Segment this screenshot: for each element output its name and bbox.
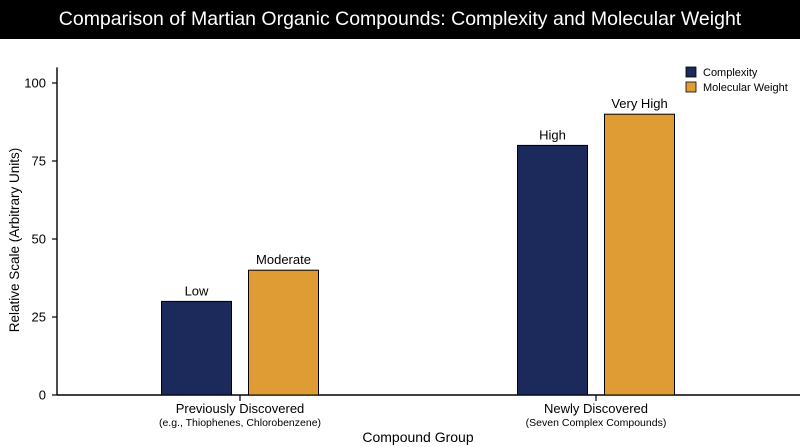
x-tick-label: Newly Discovered: [544, 401, 648, 416]
bar-data-label: Moderate: [256, 252, 311, 267]
bar-data-label: High: [539, 127, 566, 142]
chart-title: Comparison of Martian Organic Compounds:…: [58, 8, 742, 30]
bar: [517, 144, 588, 396]
legend-swatch: [685, 66, 697, 78]
y-tick-label: 100: [24, 76, 46, 91]
bar-data-label: Low: [185, 283, 209, 298]
y-tick-label: 50: [32, 232, 46, 247]
y-tick-label: 0: [39, 388, 46, 403]
bar: [161, 300, 232, 396]
legend-swatch: [685, 81, 697, 93]
x-tick-sublabel: (e.g., Thiophenes, Chlorobenzene): [159, 417, 321, 429]
bar-data-label: Very High: [611, 96, 667, 111]
x-tick-label: Previously Discovered: [176, 401, 305, 416]
legend-label: Complexity: [703, 67, 758, 79]
y-axis-label: Relative Scale (Arbitrary Units): [7, 148, 22, 333]
bar: [604, 113, 675, 396]
bar: [248, 269, 319, 396]
title-bar: Comparison of Martian Organic Compounds:…: [0, 0, 800, 39]
y-tick-label: 25: [32, 310, 46, 325]
x-axis-label: Compound Group: [362, 429, 474, 445]
legend-label: Molecular Weight: [703, 82, 788, 94]
x-tick-sublabel: (Seven Complex Compounds): [526, 417, 667, 429]
y-tick-label: 75: [32, 154, 46, 169]
